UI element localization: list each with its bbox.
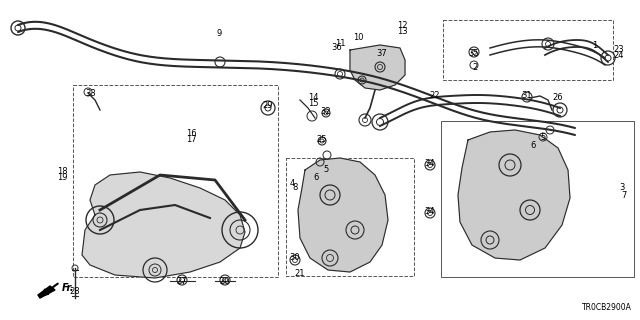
Text: 5: 5 — [323, 165, 328, 174]
Text: 17: 17 — [186, 135, 196, 145]
Text: 13: 13 — [397, 27, 407, 36]
Bar — [441, 121, 634, 277]
Polygon shape — [38, 286, 55, 298]
Bar — [73, 85, 278, 277]
Text: 10: 10 — [353, 34, 364, 43]
Bar — [443, 20, 613, 80]
Text: 16: 16 — [186, 129, 196, 138]
Text: 37: 37 — [376, 50, 387, 59]
Text: 6: 6 — [314, 173, 319, 182]
Text: 25: 25 — [317, 134, 327, 143]
Text: 9: 9 — [216, 28, 221, 37]
Text: 21: 21 — [295, 268, 305, 277]
Text: 12: 12 — [397, 20, 407, 29]
Text: 14: 14 — [308, 92, 318, 101]
Text: 35: 35 — [468, 50, 479, 59]
Polygon shape — [82, 172, 245, 278]
Text: 36: 36 — [332, 44, 342, 52]
Text: 28: 28 — [70, 286, 80, 295]
Text: 34: 34 — [425, 158, 435, 167]
Text: 34: 34 — [425, 207, 435, 217]
Text: 2: 2 — [472, 63, 477, 73]
Text: 4: 4 — [289, 179, 294, 188]
Text: 1: 1 — [593, 41, 598, 50]
Text: 19: 19 — [57, 173, 67, 182]
Text: 8: 8 — [292, 183, 298, 193]
Text: 7: 7 — [621, 191, 627, 201]
Text: 6: 6 — [531, 141, 536, 150]
Text: 11: 11 — [335, 39, 345, 49]
Polygon shape — [350, 45, 405, 90]
Text: 30: 30 — [290, 253, 300, 262]
Text: 22: 22 — [429, 91, 440, 100]
Bar — [286, 158, 414, 276]
Text: 26: 26 — [553, 93, 563, 102]
Text: 15: 15 — [308, 100, 318, 108]
Text: 24: 24 — [614, 52, 624, 60]
Text: 18: 18 — [57, 166, 67, 175]
Text: 32: 32 — [321, 107, 332, 116]
Text: TR0CB2900A: TR0CB2900A — [582, 303, 632, 312]
Text: 31: 31 — [522, 91, 532, 100]
Text: Fr.: Fr. — [62, 283, 75, 293]
Text: 3: 3 — [620, 183, 625, 193]
Text: 20: 20 — [220, 277, 230, 286]
Polygon shape — [298, 158, 388, 272]
Text: 33: 33 — [86, 89, 97, 98]
Text: 27: 27 — [177, 277, 188, 286]
Text: 5: 5 — [540, 133, 546, 142]
Text: 23: 23 — [614, 44, 624, 53]
Text: 29: 29 — [263, 101, 273, 110]
Polygon shape — [458, 130, 570, 260]
